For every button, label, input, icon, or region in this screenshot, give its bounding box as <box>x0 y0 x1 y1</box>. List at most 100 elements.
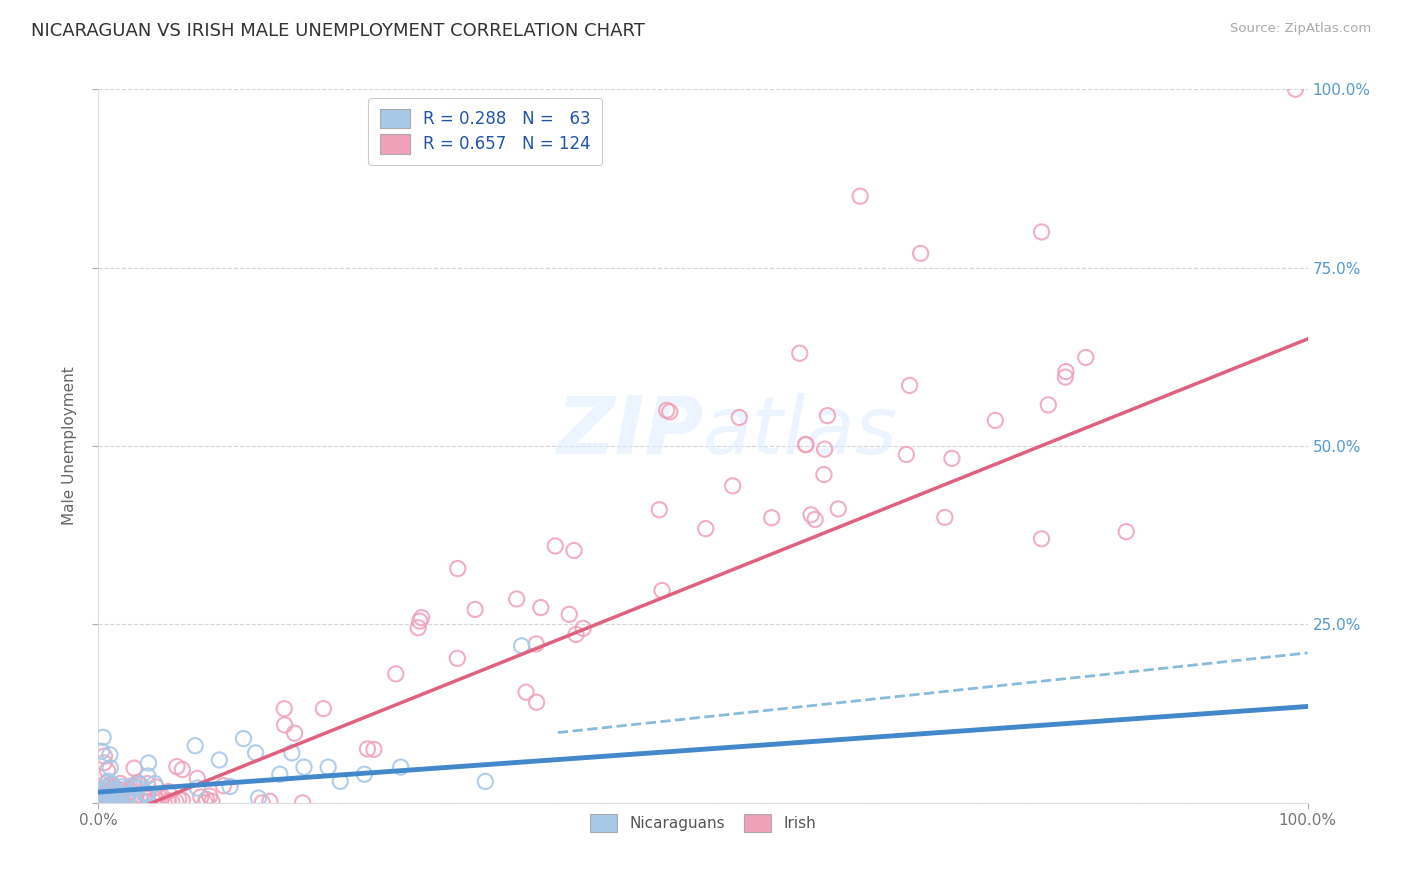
Point <box>572 621 595 635</box>
Point <box>208 753 231 767</box>
Point <box>655 403 678 417</box>
Point <box>136 769 159 783</box>
Point <box>530 600 553 615</box>
Point <box>898 378 921 392</box>
Point <box>117 794 139 808</box>
Point <box>96 788 118 802</box>
Point <box>1115 524 1137 539</box>
Point <box>827 502 849 516</box>
Point <box>166 759 188 773</box>
Point <box>124 791 146 805</box>
Point <box>1054 370 1077 384</box>
Point <box>97 787 120 801</box>
Point <box>316 760 339 774</box>
Point <box>89 790 111 805</box>
Point <box>110 788 132 802</box>
Point <box>136 789 159 804</box>
Point <box>1038 398 1060 412</box>
Point <box>800 508 823 522</box>
Point <box>87 783 110 797</box>
Point <box>128 777 150 791</box>
Point <box>157 784 180 798</box>
Point <box>93 749 115 764</box>
Point <box>446 651 468 665</box>
Point <box>194 796 217 810</box>
Point <box>136 776 159 790</box>
Point <box>201 794 224 808</box>
Point <box>107 796 129 810</box>
Point <box>411 610 433 624</box>
Point <box>98 780 121 794</box>
Point <box>129 778 152 792</box>
Point <box>195 792 218 806</box>
Point <box>558 607 581 622</box>
Text: Source: ZipAtlas.com: Source: ZipAtlas.com <box>1230 22 1371 36</box>
Point <box>794 437 817 451</box>
Point <box>107 789 129 803</box>
Point <box>562 543 585 558</box>
Point <box>384 666 406 681</box>
Point <box>134 787 156 801</box>
Point <box>447 561 470 575</box>
Point <box>259 794 281 808</box>
Point <box>172 793 194 807</box>
Point <box>118 781 141 796</box>
Point <box>510 639 533 653</box>
Point <box>814 442 837 457</box>
Point <box>90 744 112 758</box>
Point <box>97 774 120 789</box>
Point <box>90 786 112 800</box>
Point <box>721 479 744 493</box>
Point <box>789 346 811 360</box>
Point <box>910 246 932 260</box>
Point <box>184 739 207 753</box>
Point <box>94 783 117 797</box>
Point <box>515 685 537 699</box>
Text: NICARAGUAN VS IRISH MALE UNEMPLOYMENT CORRELATION CHART: NICARAGUAN VS IRISH MALE UNEMPLOYMENT CO… <box>31 22 645 40</box>
Point <box>100 781 122 796</box>
Point <box>896 448 918 462</box>
Legend: Nicaraguans, Irish: Nicaraguans, Irish <box>583 808 823 838</box>
Point <box>526 695 548 709</box>
Point <box>124 789 146 803</box>
Point <box>93 790 115 805</box>
Point <box>648 502 671 516</box>
Point <box>187 780 209 795</box>
Point <box>100 793 122 807</box>
Point <box>115 789 138 803</box>
Point <box>651 583 673 598</box>
Point <box>165 795 187 809</box>
Point <box>117 787 139 801</box>
Point <box>97 795 120 809</box>
Point <box>160 795 183 809</box>
Point <box>291 796 314 810</box>
Point <box>120 784 142 798</box>
Point <box>273 718 295 732</box>
Point <box>135 788 157 802</box>
Point <box>104 795 127 809</box>
Point <box>284 726 307 740</box>
Text: ZIP: ZIP <box>555 392 703 471</box>
Point <box>96 763 118 777</box>
Point <box>98 761 121 775</box>
Point <box>1074 351 1097 365</box>
Point <box>108 795 131 809</box>
Point <box>107 792 129 806</box>
Point <box>100 776 122 790</box>
Point <box>292 760 315 774</box>
Point <box>363 742 385 756</box>
Point <box>817 409 839 423</box>
Point <box>117 789 139 804</box>
Point <box>145 792 167 806</box>
Point <box>1031 225 1053 239</box>
Point <box>107 786 129 800</box>
Point <box>87 795 110 809</box>
Point <box>849 189 872 203</box>
Point <box>804 512 827 526</box>
Point <box>761 510 783 524</box>
Point <box>110 776 132 790</box>
Point <box>91 731 114 745</box>
Point <box>505 592 527 607</box>
Point <box>273 701 295 715</box>
Point <box>252 796 274 810</box>
